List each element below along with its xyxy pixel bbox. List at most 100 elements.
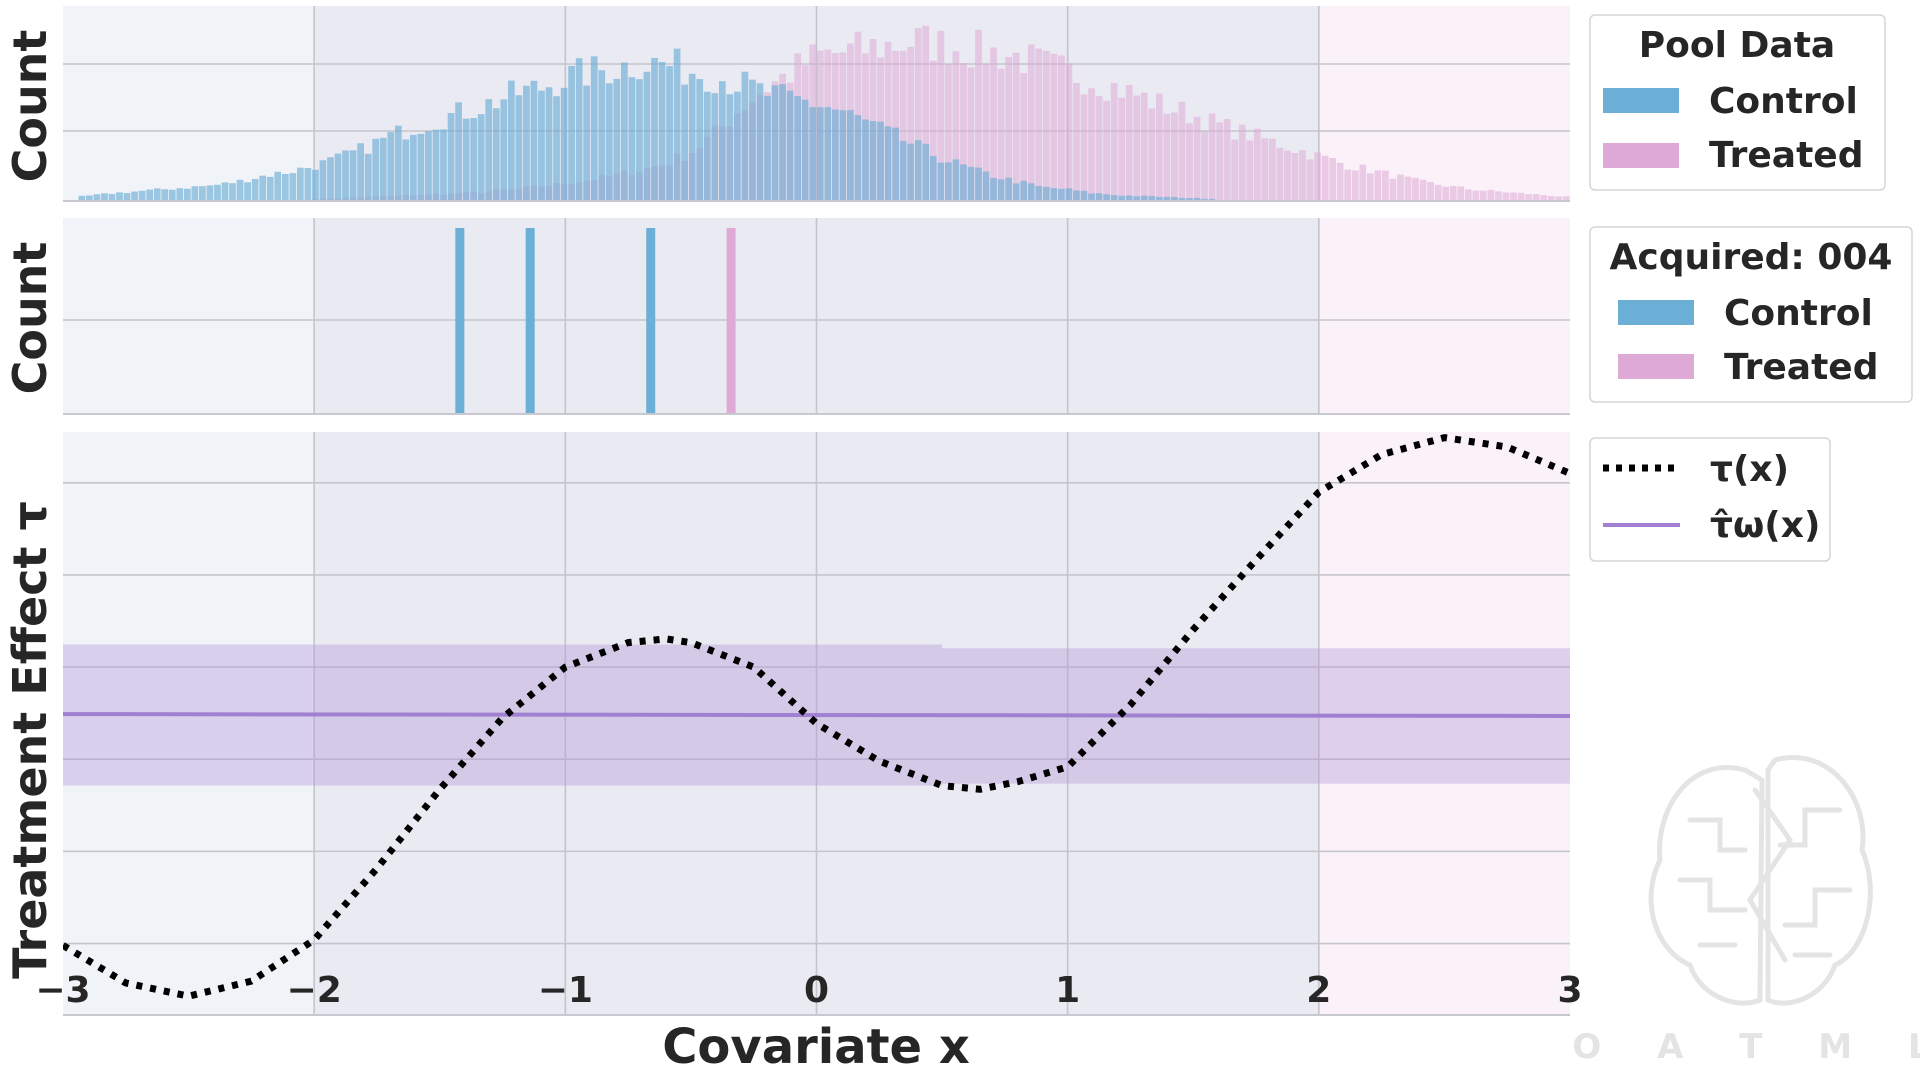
treated-pool-bar <box>1502 192 1510 201</box>
treated-pool-bar <box>1276 147 1284 201</box>
control-pool-bar <box>937 162 945 201</box>
treated-pool-bar <box>1042 50 1050 201</box>
treated-pool-bar <box>1080 94 1088 201</box>
tau-legend-label: τ(x) <box>1710 449 1789 490</box>
treated-pool-bar <box>990 47 997 201</box>
control-pool-bar <box>892 127 899 201</box>
control-pool-bar <box>997 179 1005 201</box>
treated-pool-bar <box>1050 53 1058 201</box>
control-pool-bar <box>1020 180 1028 201</box>
control-pool-bar <box>470 118 478 201</box>
control-acquired-bar <box>525 228 535 414</box>
control-pool-bar <box>259 175 267 201</box>
control-pool-bar <box>342 150 349 201</box>
acquired-ylabel: Count <box>3 242 57 395</box>
control-pool-bar <box>1012 183 1020 201</box>
control-pool-bar <box>191 186 199 201</box>
control-pool-bar <box>477 114 485 201</box>
treated-pool-bar <box>1306 159 1314 201</box>
control-pool-bar <box>206 185 214 201</box>
control-pool-bar <box>138 190 146 201</box>
control-pool-bar <box>688 73 696 201</box>
treated-pool-bar <box>1555 196 1563 201</box>
control-pool-bar <box>982 171 990 201</box>
treated-pool-bar <box>975 29 982 201</box>
treated-pool-bar <box>1110 82 1118 201</box>
control-pool-bar <box>153 188 161 201</box>
control-pool-bar <box>749 79 756 201</box>
control-pool-bar <box>244 182 251 201</box>
control-acquired-bar <box>455 228 465 414</box>
control-pool-bar <box>816 107 824 201</box>
control-pool-bar <box>515 95 523 201</box>
control-region-shade <box>63 432 315 1015</box>
treated-pool-bar <box>1065 63 1073 201</box>
treated-pool-bar <box>899 50 907 201</box>
treated-pool-bar <box>1118 97 1126 201</box>
treated-pool-bar <box>1095 96 1103 201</box>
control-pool-bar <box>1042 186 1050 201</box>
control-pool-bar <box>500 99 508 201</box>
control-pool-bar <box>899 141 907 201</box>
treated-pool-bar <box>914 28 922 201</box>
control-pool-bar <box>801 99 809 201</box>
control-pool-bar <box>266 176 274 201</box>
control-pool-bar <box>327 157 334 201</box>
control-pool-bar <box>492 108 500 201</box>
control-pool-bar <box>1050 188 1058 201</box>
control-pool-bar <box>1080 190 1088 201</box>
treated-pool-bar <box>1238 124 1246 201</box>
treated-pool-bar <box>1419 179 1427 201</box>
treated-pool-bar <box>907 46 915 201</box>
treated-pool-bar <box>1374 170 1382 201</box>
control-pool-bar <box>417 133 425 201</box>
treated-pool-bar <box>1058 55 1065 201</box>
treated-pool-bar <box>1035 48 1043 201</box>
control-pool-bar <box>146 189 154 201</box>
control-pool-bar <box>824 107 832 201</box>
treated-pool-bar <box>1020 73 1028 201</box>
control-pool-bar <box>1005 177 1013 201</box>
treated-pool-bar <box>1321 155 1329 201</box>
control-pool-bar <box>960 164 967 201</box>
treated-pool-bar <box>1472 190 1480 201</box>
treated-pool-bar <box>1442 186 1450 201</box>
control-pool-bar <box>605 83 613 201</box>
treated-pool-bar <box>1389 178 1397 201</box>
control-pool-bar <box>394 125 402 201</box>
treated-pool-bar <box>1005 57 1013 201</box>
control-pool-bar <box>628 77 636 201</box>
treated-pool-bar <box>1012 52 1020 201</box>
treated-pool-bar <box>1208 113 1216 201</box>
control-pool-bar <box>221 182 229 201</box>
pool-legend-treated: Treated <box>1709 135 1863 176</box>
treated-pool-bar <box>1434 184 1442 201</box>
control-pool-bar <box>1125 195 1133 201</box>
treated-pool-bar <box>1103 100 1110 201</box>
control-pool-bar <box>1110 195 1118 201</box>
control-pool-bar <box>590 56 598 201</box>
treated-swatch <box>1618 354 1694 379</box>
treated-region-shade <box>1318 432 1570 1015</box>
control-pool-bar <box>718 81 726 201</box>
x-tick-label: −1 <box>538 970 593 1011</box>
control-pool-bar <box>877 121 884 201</box>
x-tick-label: −2 <box>287 970 342 1011</box>
treated-pool-bar <box>929 60 937 201</box>
control-region-shade <box>63 218 315 414</box>
treated-pool-bar <box>1284 150 1291 201</box>
treated-pool-bar <box>1449 185 1457 201</box>
control-pool-bar <box>161 189 169 201</box>
treated-pool-bar <box>1344 169 1352 201</box>
control-pool-bar <box>786 90 794 201</box>
control-pool-bar <box>666 66 673 201</box>
control-pool-bar <box>553 96 560 201</box>
control-pool-bar <box>123 193 131 201</box>
control-pool-bar <box>975 167 982 201</box>
x-tick-label: 1 <box>1055 970 1080 1011</box>
treated-pool-bar <box>1479 190 1487 201</box>
control-pool-bar <box>1155 196 1163 201</box>
control-pool-bar <box>289 173 297 201</box>
treated-pool-bar <box>1193 116 1201 201</box>
control-pool-bar <box>93 194 101 201</box>
